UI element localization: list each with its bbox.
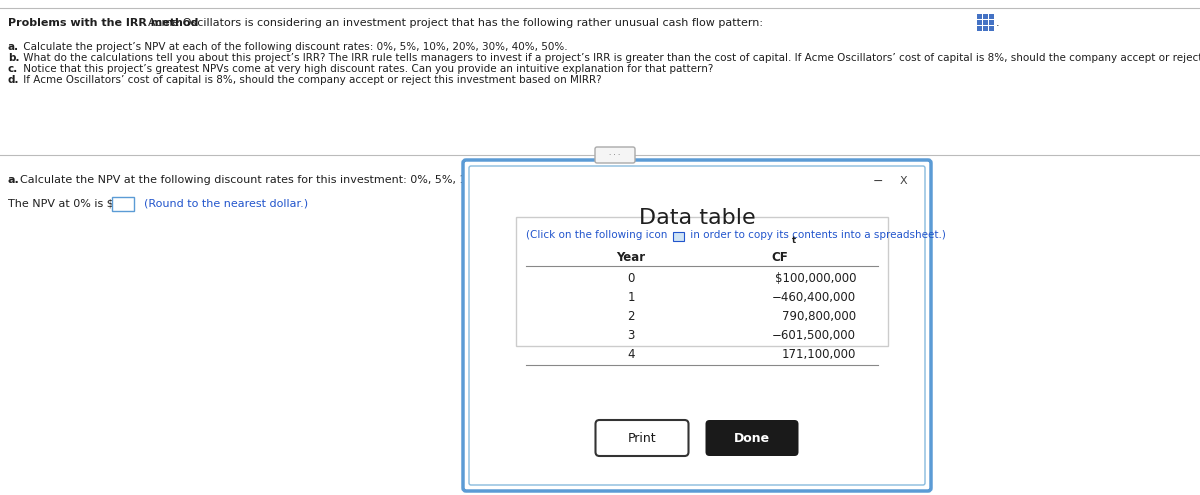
Text: 0: 0 — [628, 272, 635, 285]
Text: .: . — [996, 18, 1000, 28]
FancyBboxPatch shape — [595, 147, 635, 163]
FancyBboxPatch shape — [112, 197, 134, 211]
Text: Notice that this project’s greatest NPVs come at very high discount rates. Can y: Notice that this project’s greatest NPVs… — [20, 64, 713, 74]
Text: Data table: Data table — [638, 208, 755, 228]
FancyBboxPatch shape — [463, 160, 931, 491]
Text: Calculate the project’s NPV at each of the following discount rates: 0%, 5%, 10%: Calculate the project’s NPV at each of t… — [20, 42, 568, 52]
Text: (Click on the following icon: (Click on the following icon — [526, 230, 667, 240]
Text: −601,500,000: −601,500,000 — [772, 329, 856, 342]
FancyBboxPatch shape — [983, 14, 988, 19]
Text: c.: c. — [8, 64, 18, 74]
Text: 171,100,000: 171,100,000 — [781, 348, 856, 361]
Text: in order to copy its contents into a spreadsheet.): in order to copy its contents into a spr… — [686, 230, 946, 240]
FancyBboxPatch shape — [469, 166, 925, 485]
Text: Print: Print — [628, 432, 656, 445]
Text: Year: Year — [617, 251, 646, 264]
Text: Calculate the NPV at the following discount rates for this investment: 0%, 5%, 1: Calculate the NPV at the following disco… — [20, 175, 614, 185]
FancyBboxPatch shape — [989, 14, 994, 19]
Text: If Acme Oscillators’ cost of capital is 8%, should the company accept or reject : If Acme Oscillators’ cost of capital is … — [20, 75, 601, 85]
Text: Acme Oscillators is considering an investment project that has the following rat: Acme Oscillators is considering an inves… — [148, 18, 763, 28]
Text: (Round to the nearest dollar.): (Round to the nearest dollar.) — [137, 198, 308, 208]
FancyBboxPatch shape — [983, 26, 988, 31]
Text: · · ·: · · · — [610, 152, 620, 158]
Text: 3: 3 — [628, 329, 635, 342]
Text: X: X — [899, 176, 907, 186]
Text: t: t — [792, 236, 796, 245]
Text: Problems with the IRR method: Problems with the IRR method — [8, 18, 198, 28]
Text: $100,000,000: $100,000,000 — [774, 272, 856, 285]
Text: a.: a. — [8, 42, 19, 52]
Text: −460,400,000: −460,400,000 — [772, 291, 856, 304]
Text: b.: b. — [8, 53, 19, 63]
FancyBboxPatch shape — [977, 26, 982, 31]
FancyBboxPatch shape — [989, 20, 994, 25]
Text: What do the calculations tell you about this project’s IRR? The IRR rule tells m: What do the calculations tell you about … — [20, 53, 1200, 63]
FancyBboxPatch shape — [989, 26, 994, 31]
Text: 2: 2 — [628, 310, 635, 323]
Text: The NPV at 0% is $: The NPV at 0% is $ — [8, 198, 114, 208]
FancyBboxPatch shape — [706, 420, 798, 456]
FancyBboxPatch shape — [977, 20, 982, 25]
FancyBboxPatch shape — [673, 232, 684, 241]
Text: CF: CF — [772, 251, 788, 264]
Text: 790,800,000: 790,800,000 — [782, 310, 856, 323]
FancyBboxPatch shape — [983, 20, 988, 25]
Text: d.: d. — [8, 75, 19, 85]
FancyBboxPatch shape — [516, 217, 888, 346]
Text: 1: 1 — [628, 291, 635, 304]
Text: Done: Done — [734, 432, 770, 445]
FancyBboxPatch shape — [595, 420, 689, 456]
Text: 4: 4 — [628, 348, 635, 361]
Text: a.: a. — [8, 175, 19, 185]
Text: −: − — [872, 175, 883, 188]
FancyBboxPatch shape — [977, 14, 982, 19]
